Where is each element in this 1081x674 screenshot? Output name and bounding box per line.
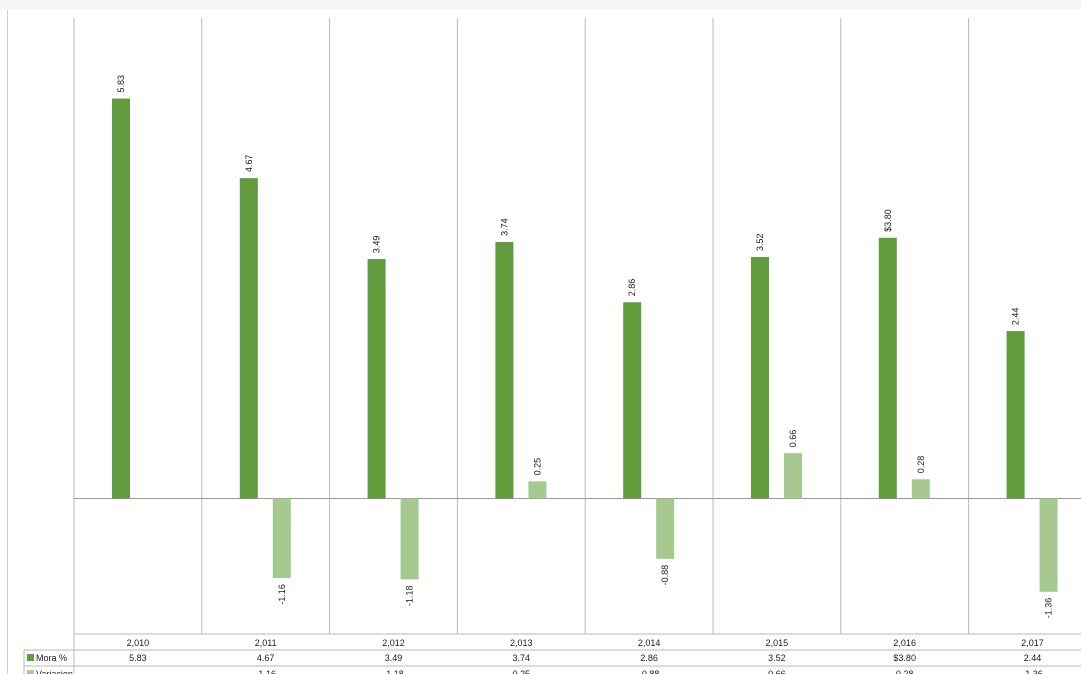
table-value-cell: 0.28	[896, 669, 914, 674]
bar-mora	[1006, 331, 1025, 499]
table-category-label: 2,014	[638, 638, 661, 648]
table-value-cell: 0.66	[768, 669, 786, 674]
bar-data-label: 3.52	[755, 233, 765, 251]
bar-variacion	[656, 498, 675, 559]
bar-data-label: -0.88	[660, 565, 670, 586]
table-value-cell: 5.83	[129, 653, 147, 663]
bar-data-label: -1.36	[1044, 598, 1054, 619]
bar-data-label: 5.83	[116, 75, 126, 93]
table-value-cell: $3.80	[893, 653, 916, 663]
bar-variacion	[400, 498, 419, 580]
table-category-label: 2,015	[766, 638, 789, 648]
bar-data-label: 2.86	[627, 279, 637, 297]
table-value-cell: 2.44	[1024, 653, 1042, 663]
legend-series-name: Mora %	[36, 653, 67, 663]
table-value-cell: 3.52	[768, 653, 786, 663]
bar-variacion	[911, 479, 930, 499]
bar-variacion	[528, 481, 547, 499]
table-value-cell: 4.67	[257, 653, 275, 663]
bar-data-label: $3.80	[883, 209, 893, 232]
bar-variacion	[784, 453, 802, 499]
bar-mora	[623, 302, 642, 499]
table-category-label: 2,017	[1021, 638, 1044, 648]
bar-mora	[878, 237, 897, 499]
bar-data-label: 0.66	[788, 430, 798, 448]
chart-data-table: 2,010 2,011 2,012 2,013 2,014 2,015 2,016 2,017…	[23, 633, 1081, 674]
bar-data-label: 0.25	[532, 458, 542, 476]
table-value-cell: 2.86	[640, 653, 658, 663]
bar-mora	[367, 259, 386, 499]
table-value-cell: -1.36	[1022, 669, 1043, 674]
bar-mora	[495, 241, 514, 499]
bar-data-label: 3.74	[499, 218, 509, 236]
table-category-label: 2,013	[510, 638, 533, 648]
bar-data-label: -1.16	[277, 584, 287, 605]
chart-bars	[112, 98, 1058, 592]
top-toolbar-strip	[0, 0, 1081, 10]
bar-data-label: 2.44	[1011, 308, 1021, 326]
table-category-label: 2,016	[893, 638, 916, 648]
legend-swatch	[27, 654, 34, 661]
bar-data-label: -1.18	[405, 585, 415, 606]
table-category-label: 2,012	[382, 638, 405, 648]
table-value-cell: -1.18	[383, 669, 404, 674]
bar-mora	[112, 98, 130, 499]
bar-data-label: 0.28	[916, 456, 926, 474]
bar-variacion	[1039, 498, 1058, 592]
bar-mora	[751, 257, 769, 499]
table-value-cell: 3.49	[385, 653, 403, 663]
table-category-label: 2,010	[127, 638, 150, 648]
table-value-cell: -0.88	[639, 669, 660, 674]
table-value-cell: 3.74	[513, 653, 531, 663]
legend-swatch	[27, 670, 34, 674]
bar-data-label: 3.49	[372, 236, 382, 254]
table-value-cell: -1.16	[255, 669, 276, 674]
table-value-cell: 0.25	[513, 669, 531, 674]
legend-series-name: Variacion	[36, 669, 73, 674]
chart-gridlines	[73, 18, 1081, 634]
left-border	[7, 10, 8, 674]
chart-data-labels: 5.83 4.67 3.49 3.74 2.86 3.52 $3.80 2.44 -1.16 -1…	[116, 75, 1054, 618]
bar-data-label: 4.67	[244, 155, 254, 173]
bar-mora	[239, 178, 258, 499]
bar-variacion	[272, 498, 291, 579]
table-category-label: 2,011	[255, 638, 277, 648]
